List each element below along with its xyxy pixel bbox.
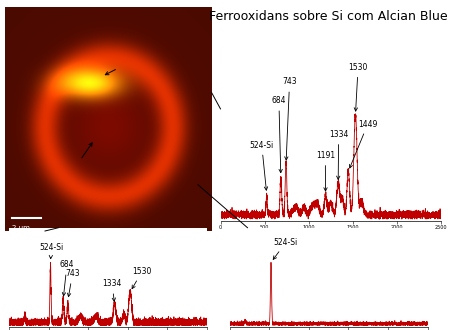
Text: 743: 743 bbox=[282, 78, 297, 160]
Text: 1334: 1334 bbox=[103, 279, 122, 301]
X-axis label: rel. 1/cm: rel. 1/cm bbox=[320, 233, 342, 238]
Text: 524-Si: 524-Si bbox=[250, 141, 274, 190]
Text: 2 μm: 2 μm bbox=[13, 225, 30, 231]
Text: 524-Si: 524-Si bbox=[39, 243, 63, 259]
Text: 1530: 1530 bbox=[132, 267, 152, 289]
Text: 1334: 1334 bbox=[329, 130, 348, 180]
Text: 684: 684 bbox=[60, 260, 74, 296]
Text: 684: 684 bbox=[272, 96, 286, 173]
Text: 1191: 1191 bbox=[316, 151, 335, 191]
Text: 524-Si: 524-Si bbox=[273, 238, 298, 259]
Text: 1449: 1449 bbox=[350, 119, 378, 168]
Text: 1530: 1530 bbox=[348, 63, 368, 111]
Text: Ferrooxidans sobre Si com Alcian Blue: Ferrooxidans sobre Si com Alcian Blue bbox=[209, 10, 448, 23]
Text: 743: 743 bbox=[65, 269, 80, 297]
